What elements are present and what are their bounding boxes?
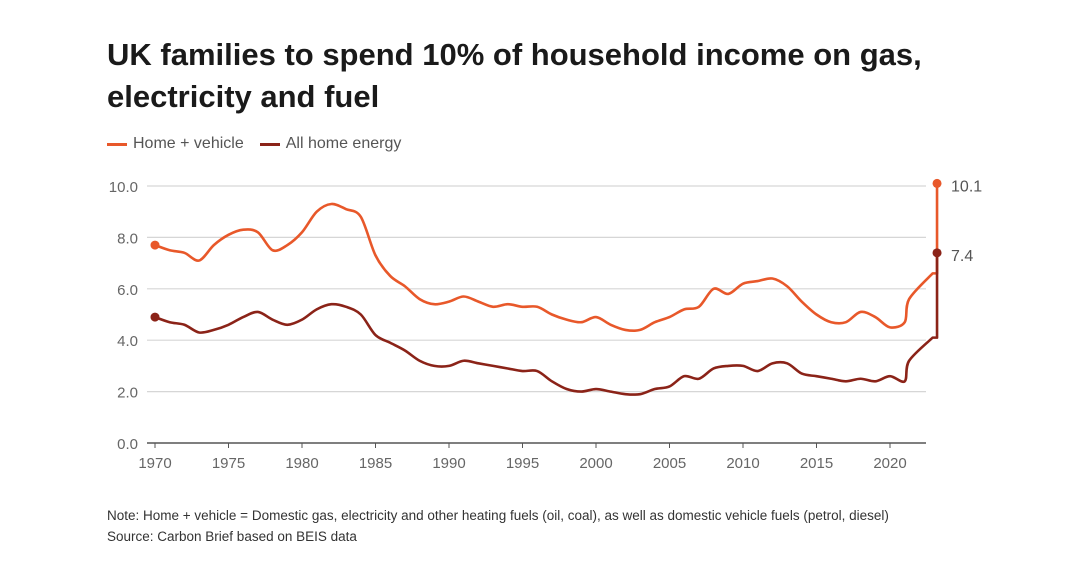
y-tick-label: 0.0 — [117, 436, 138, 453]
x-tick-label: 2015 — [800, 455, 833, 472]
series-line-all-home-energy — [154, 252, 939, 396]
x-tick-label: 2005 — [653, 455, 686, 472]
y-tick-label: 8.0 — [117, 230, 138, 247]
end-value-label: 10.1 — [951, 178, 982, 195]
y-tick-label: 4.0 — [117, 333, 138, 350]
x-tick-label: 1990 — [432, 455, 465, 472]
legend-swatch — [259, 142, 280, 146]
x-tick-label: 1970 — [138, 455, 171, 472]
chart-notes: Note: Home + vehicle = Domestic gas, ele… — [107, 505, 889, 547]
end-point — [932, 178, 942, 188]
legend-label: Home + vehicle — [133, 135, 244, 152]
x-tick-label: 1985 — [359, 455, 392, 472]
chart-title: UK families to spend 10% of household in… — [107, 37, 922, 114]
x-tick-label: 1980 — [285, 455, 318, 472]
source-text: Source: Carbon Brief based on BEIS data — [107, 529, 357, 544]
x-tick-label: 1975 — [212, 455, 245, 472]
legend-label: All home energy — [285, 135, 402, 152]
y-tick-label: 2.0 — [117, 385, 138, 402]
legend-swatch — [107, 142, 127, 146]
series-line-home-vehicle — [154, 183, 939, 332]
end-value-label: 7.4 — [951, 248, 973, 265]
start-point — [150, 240, 160, 250]
x-tick-label: 2000 — [579, 455, 612, 472]
legend-item-all-home-energy: All home energy — [259, 135, 402, 153]
note-text: Note: Home + vehicle = Domestic gas, ele… — [107, 508, 889, 523]
y-tick-label: 6.0 — [117, 282, 138, 299]
legend: Home + vehicle All home energy — [107, 135, 401, 153]
start-point — [150, 312, 160, 322]
x-tick-label: 2020 — [873, 455, 906, 472]
legend-item-home-vehicle: Home + vehicle — [107, 135, 244, 153]
x-tick-label: 2010 — [726, 455, 759, 472]
x-tick-label: 1995 — [506, 455, 539, 472]
end-point — [932, 248, 942, 258]
y-tick-label: 10.0 — [109, 179, 138, 196]
